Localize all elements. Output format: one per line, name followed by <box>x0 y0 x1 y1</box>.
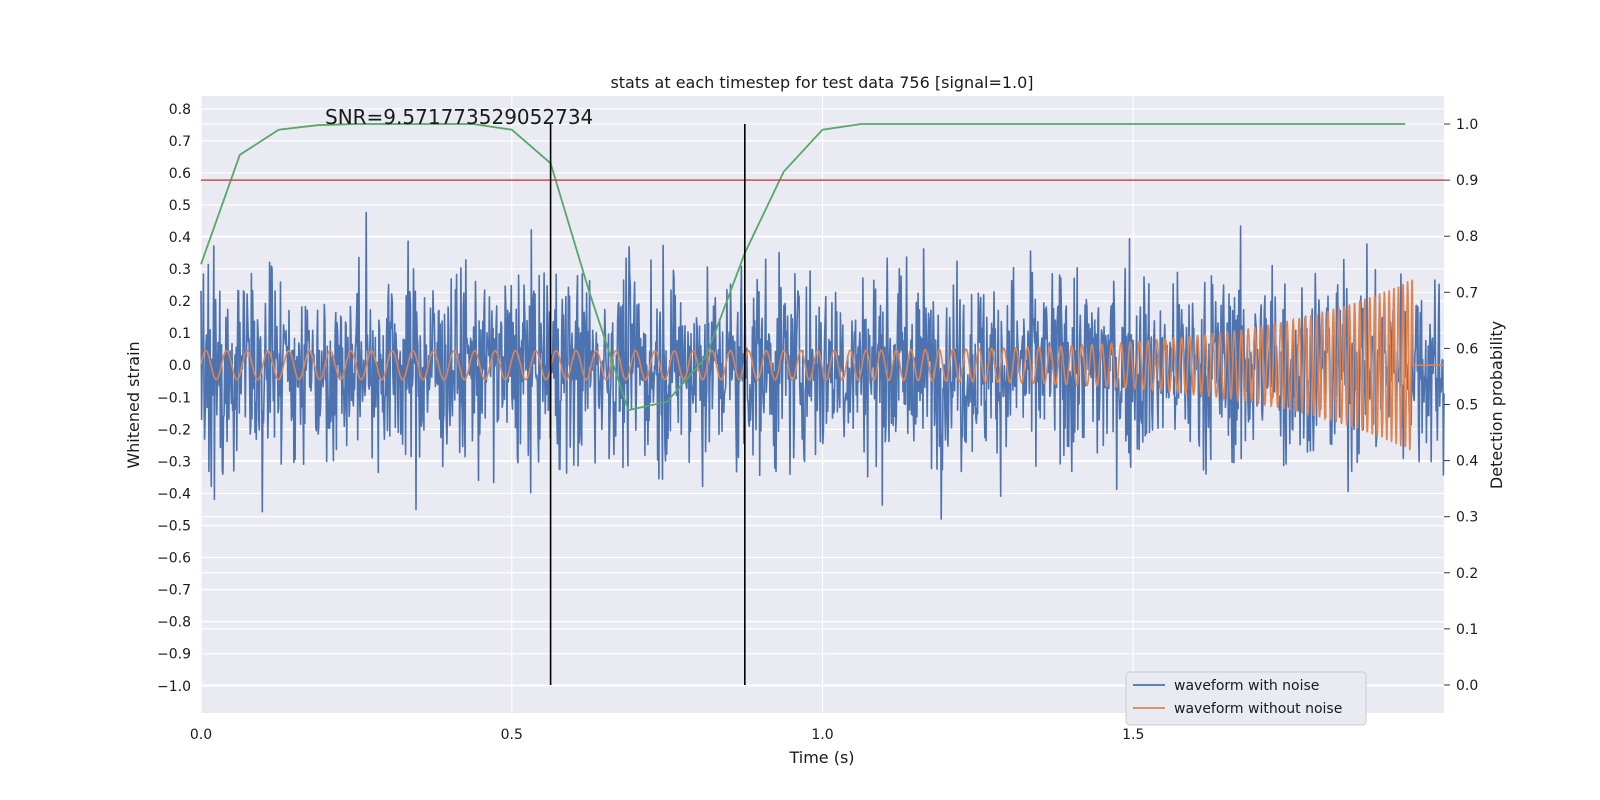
y2-tick-label: 0.5 <box>1456 398 1478 414</box>
legend-box <box>1125 671 1367 726</box>
y-tick-label: 0.2 <box>169 294 191 310</box>
y2-tick-label: 0.4 <box>1456 454 1478 470</box>
y-tick-label: 0.4 <box>169 230 191 246</box>
y2-tick-label: 1.0 <box>1456 117 1478 133</box>
y-tick-label: −0.7 <box>157 583 191 599</box>
y2-tick-label: 0.8 <box>1456 229 1478 245</box>
y-tick-label: 0.3 <box>169 262 191 278</box>
y2-tick-label: 0.1 <box>1456 622 1478 638</box>
snr-annotation: SNR=9.571773529052734 <box>325 105 593 129</box>
y-tick-label: −0.6 <box>157 551 191 567</box>
series-waveform-without-noise <box>200 279 1444 451</box>
legend: waveform with noise waveform without noi… <box>1125 671 1367 726</box>
y-tick-label: −0.8 <box>157 615 191 631</box>
y-tick-label: −0.9 <box>157 647 191 663</box>
y-tick-label: 0.6 <box>169 166 191 182</box>
y2-tick-label: 0.2 <box>1456 566 1478 582</box>
legend-label-clean: waveform without noise <box>1174 701 1342 717</box>
chart-title: stats at each timestep for test data 756… <box>610 73 1033 92</box>
x-tick-label: 0.0 <box>190 727 212 743</box>
y-tick-label: 0.7 <box>169 134 191 150</box>
y2-tick-label: 0.6 <box>1456 341 1478 357</box>
series-layer <box>200 123 1445 520</box>
y2-tick-label: 0.3 <box>1456 510 1478 526</box>
y2-tick-label: 0.7 <box>1456 285 1478 301</box>
series-waveform-with-noise <box>200 211 1445 520</box>
y-tick-label: 0.5 <box>169 198 191 214</box>
x-tick-label: 1.5 <box>1122 727 1144 743</box>
y-tick-label: −0.1 <box>157 390 191 406</box>
y-tick-label: 0.8 <box>169 102 191 118</box>
y-tick-label: −0.5 <box>157 518 191 534</box>
x-tick-label: 0.5 <box>501 727 523 743</box>
y-tick-label: −0.2 <box>157 422 191 438</box>
y-tick-label: −0.4 <box>157 486 191 502</box>
reference-lines <box>201 124 1444 685</box>
y2-tick-label: 0.9 <box>1456 173 1478 189</box>
y-axis-label: Whitened strain <box>124 341 143 468</box>
x-tick-label: 1.0 <box>811 727 833 743</box>
y-tick-label: −0.3 <box>157 454 191 470</box>
y2-axis-label: Detection probability <box>1487 321 1506 489</box>
series-detection-probability <box>200 123 1406 412</box>
y-tick-label: 0.1 <box>169 326 191 342</box>
x-axis-label: Time (s) <box>788 748 854 767</box>
tick-labels: 0.8 0.7 0.6 0.5 0.4 0.3 0.2 0.1 0.0 −0.1 −0.2 −0.3 −… <box>157 102 1478 743</box>
y-tick-label: −1.0 <box>157 679 191 695</box>
legend-label-noise: waveform with noise <box>1174 678 1319 694</box>
y2-tick-label: 0.0 <box>1456 678 1478 694</box>
y-tick-label: 0.0 <box>169 358 191 374</box>
